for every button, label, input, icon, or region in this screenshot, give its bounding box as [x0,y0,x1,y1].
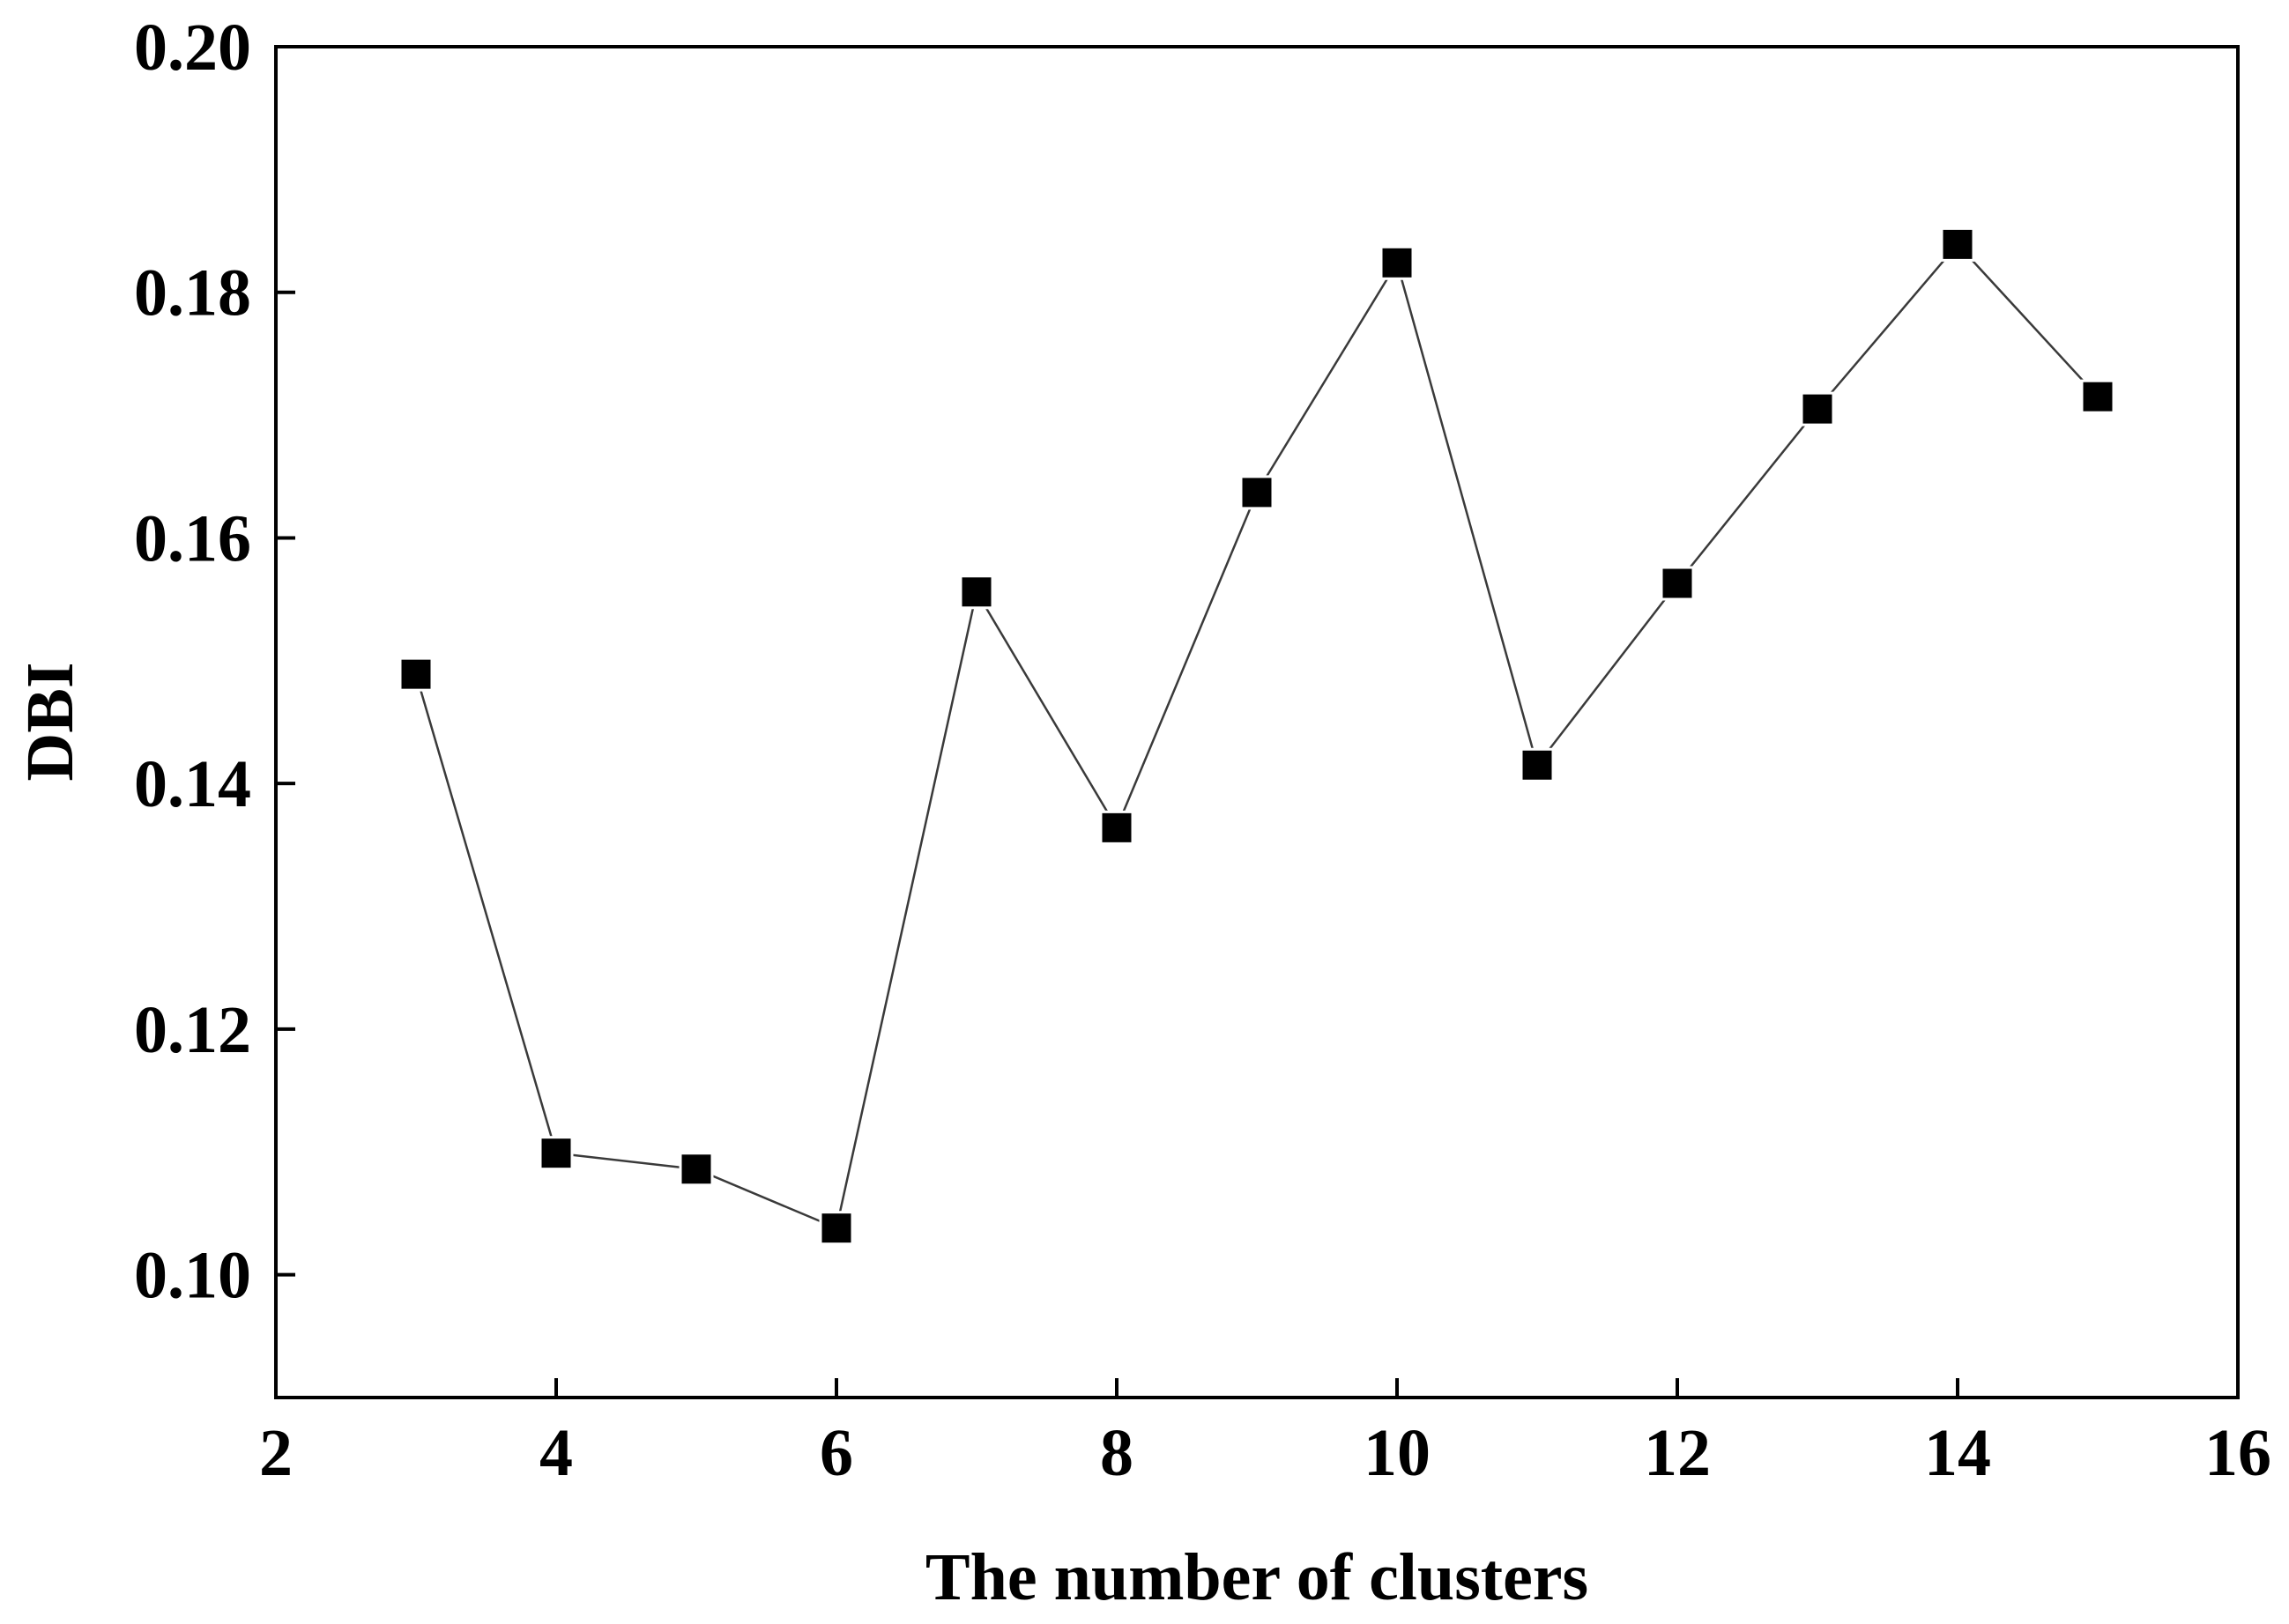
y-tick-label: 0.16 [134,501,251,575]
data-point-marker [819,1211,854,1246]
y-tick-label: 0.14 [134,747,251,821]
data-point-marker [2080,379,2115,414]
y-tick-label: 0.12 [134,993,251,1067]
x-tick-label: 6 [820,1416,853,1490]
plot-frame [274,45,2240,1399]
x-axis-title: The number of clusters [925,1540,1588,1614]
data-point-marker [959,575,994,610]
y-tick-label: 0.20 [134,11,251,85]
data-point-marker [398,656,434,692]
data-point-marker [1239,475,1275,510]
x-tick-label: 16 [2204,1416,2271,1490]
series-line-group [414,242,2099,1230]
y-tick-label: 0.18 [134,256,251,330]
x-tick-label: 2 [259,1416,293,1490]
data-point-marker [1099,810,1134,845]
y-axis-ticks: 0.10 0.12 0.14 0.16 0.18 0.20 [134,11,295,1313]
data-point-marker [1940,226,1975,262]
data-point-marker [539,1136,574,1171]
data-point-marker [1379,245,1415,280]
series-line [414,242,2099,1230]
x-tick-label: 10 [1364,1416,1431,1490]
data-point-marker [1520,747,1555,782]
x-tick-label: 14 [1924,1416,1991,1490]
series-markers-group [398,226,2115,1246]
y-axis-title: DBI [13,662,87,781]
data-point-marker [679,1152,714,1187]
x-tick-label: 12 [1644,1416,1711,1490]
x-tick-label: 8 [1100,1416,1133,1490]
x-tick-label: 4 [539,1416,573,1490]
y-tick-label: 0.10 [134,1239,251,1313]
data-point-marker [1660,566,1695,601]
data-point-marker [1800,391,1835,426]
x-axis-ticks: 2 4 6 8 10 12 14 16 [259,1378,2271,1490]
